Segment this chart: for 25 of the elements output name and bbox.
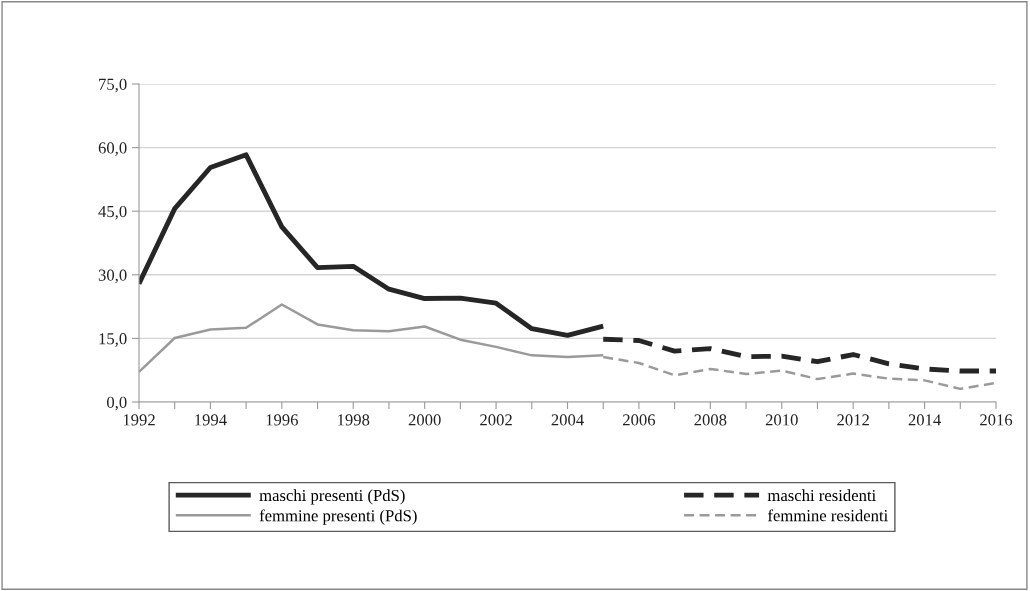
legend-label: maschi residenti <box>767 489 876 502</box>
x-tick-label: 1998 <box>338 414 370 426</box>
legend-label: femmine presenti (PdS) <box>259 509 417 525</box>
x-tick-label: 1992 <box>123 414 155 426</box>
x-tick-label: 2016 <box>980 414 1013 426</box>
y-tick-label: 0,0 <box>107 396 127 411</box>
x-tick-label: 2008 <box>694 414 727 426</box>
x-tick-label: 2000 <box>408 414 441 426</box>
y-tick-label: 15,0 <box>99 333 127 347</box>
line-series <box>600 336 996 374</box>
x-tick-label: 2002 <box>480 414 512 426</box>
y-tick-label: 30,0 <box>98 269 127 284</box>
x-tick-label: 1996 <box>266 414 298 426</box>
x-tick-label: 2004 <box>551 414 584 426</box>
line-series <box>139 152 606 338</box>
legend-label: femmine residenti <box>767 509 888 522</box>
x-tick-label: 2012 <box>837 414 869 426</box>
legend-label: maschi presenti (PdS) <box>259 489 405 505</box>
x-tick-label: 1994 <box>195 414 227 426</box>
y-tick-label: 60,0 <box>98 142 127 156</box>
y-tick-label: 75,0 <box>99 78 127 93</box>
x-tick-label: 2006 <box>622 414 656 426</box>
x-tick-label: 2014 <box>908 414 941 426</box>
x-tick-label: 2010 <box>765 414 798 426</box>
y-tick-label: 45,0 <box>98 205 127 220</box>
